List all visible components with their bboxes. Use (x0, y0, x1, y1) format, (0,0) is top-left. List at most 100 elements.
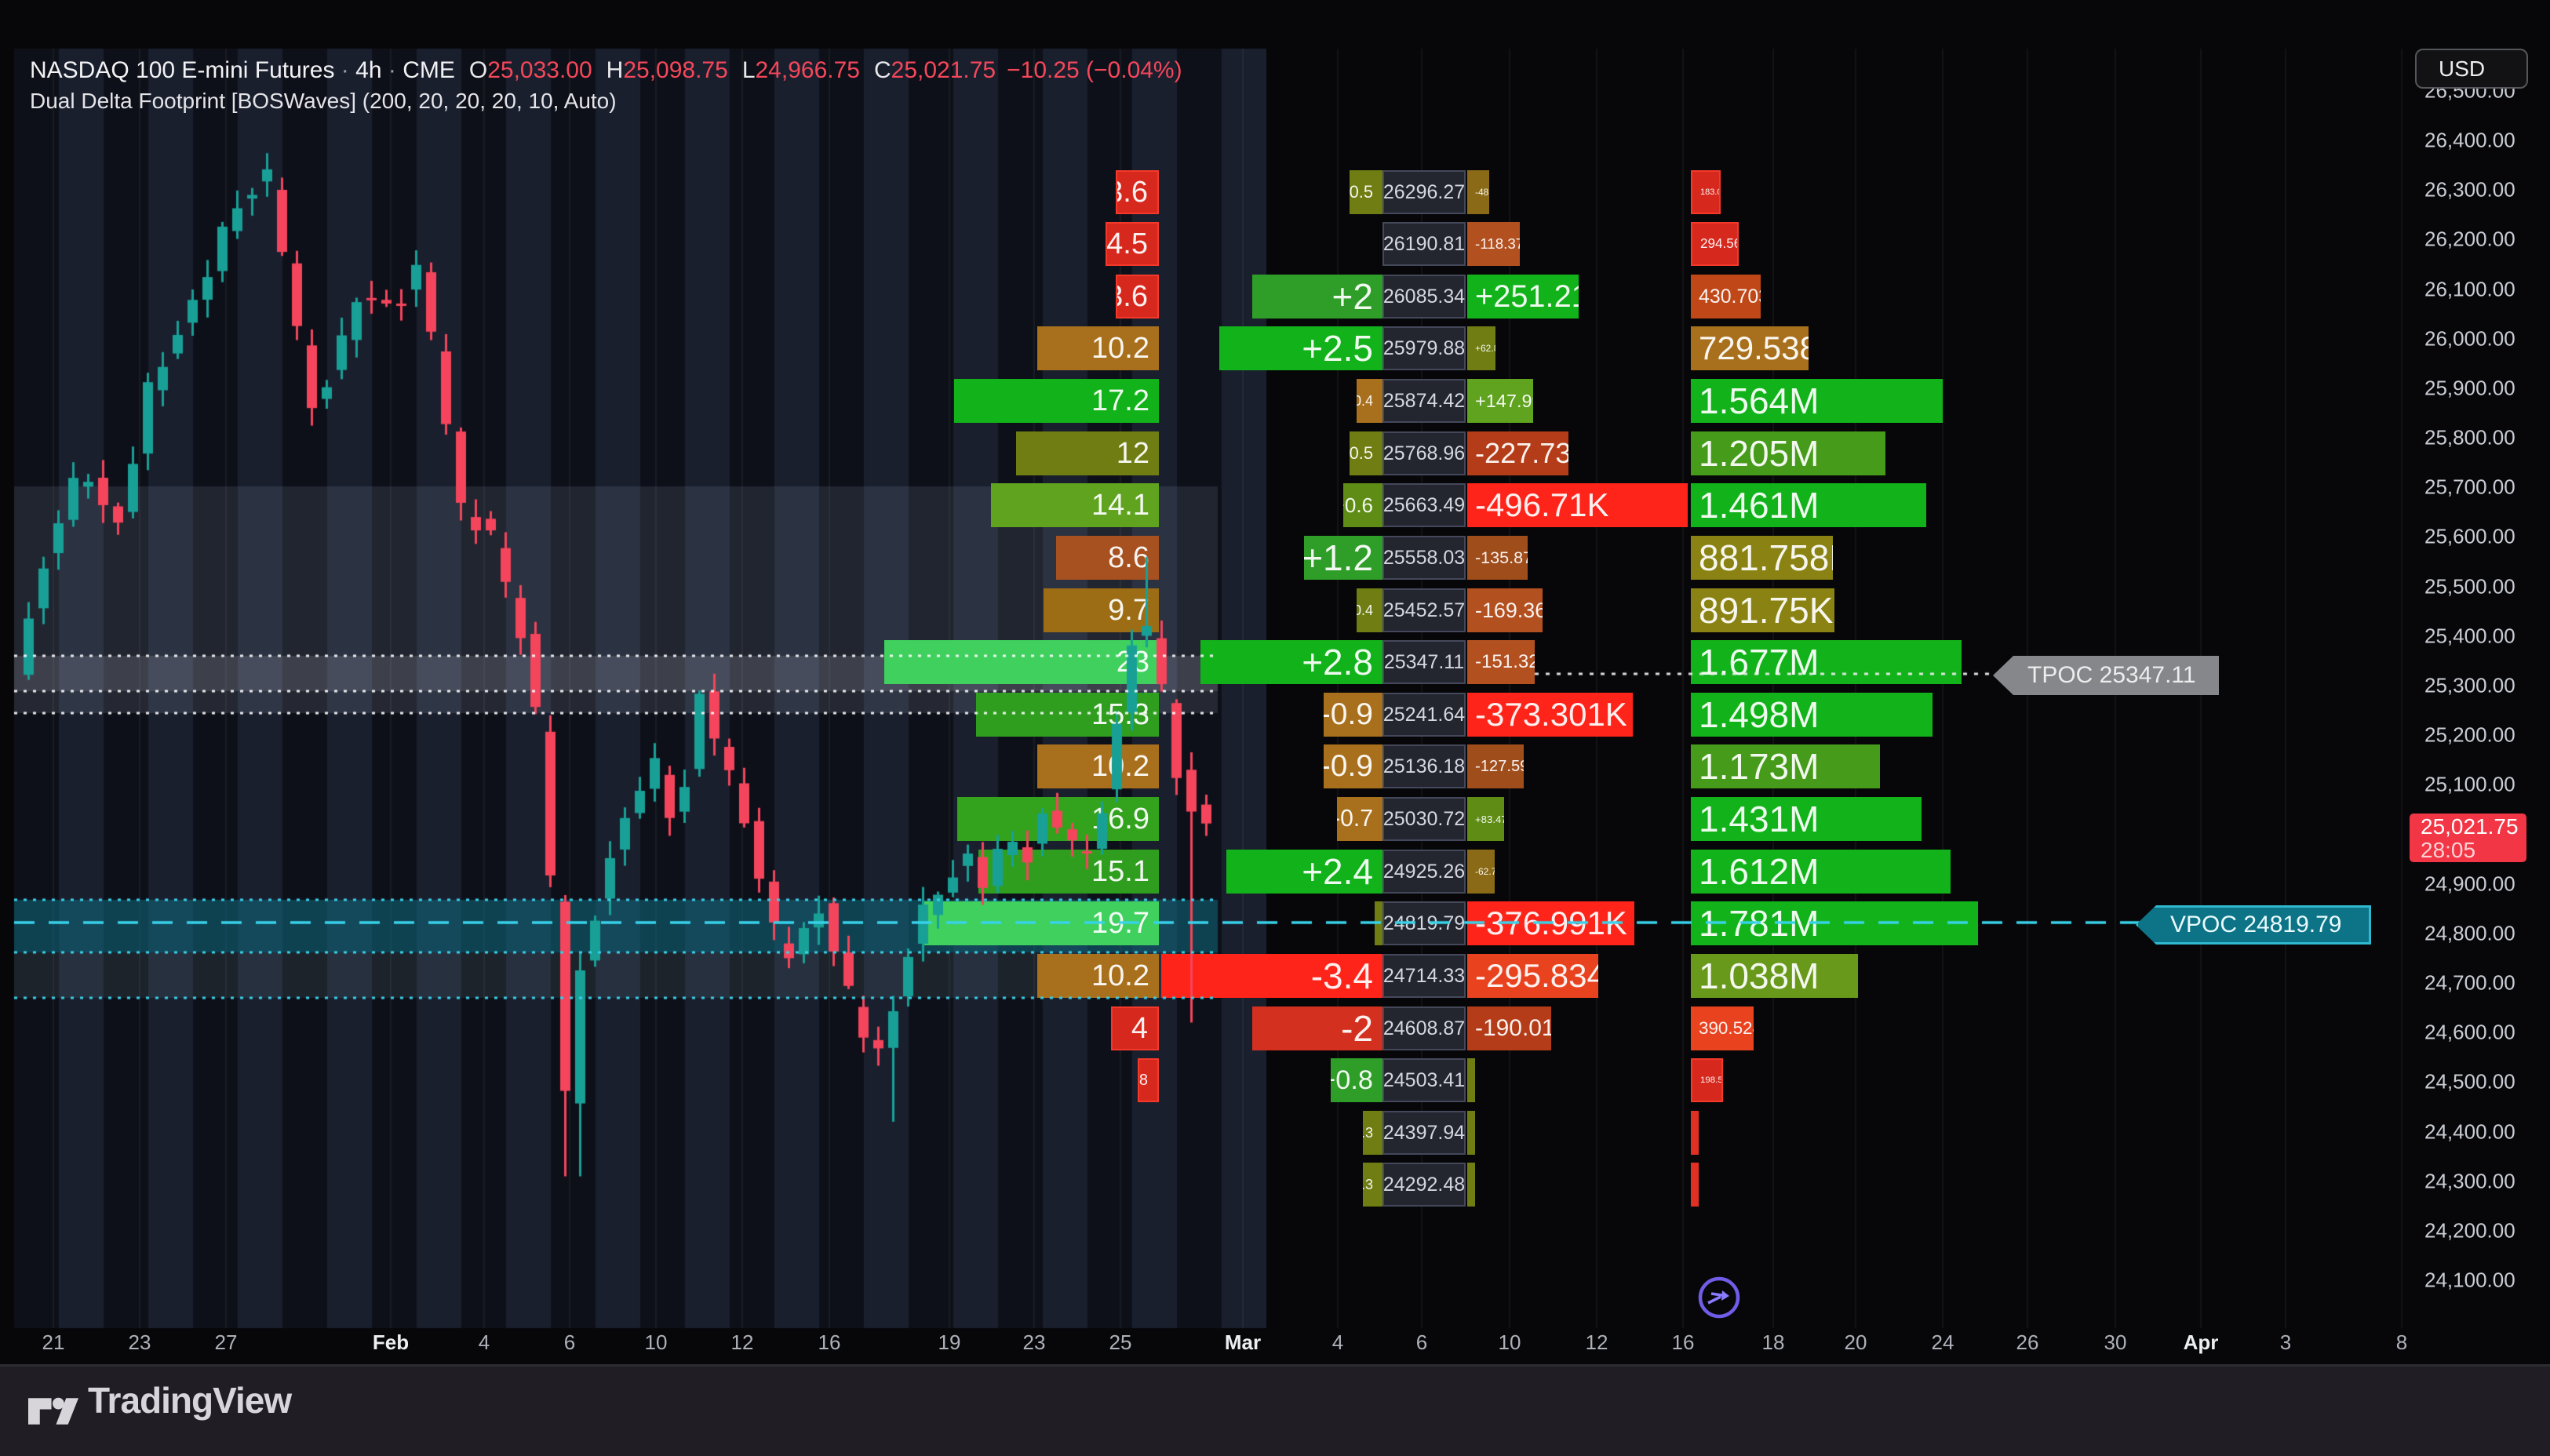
tradingview-logo-text[interactable]: TradingView (88, 1380, 292, 1421)
volume-bar: 1.564M (1691, 379, 1943, 423)
time-tick-label: 6 (563, 1330, 576, 1354)
delta-bar: +0.5 (1350, 170, 1382, 214)
price-level-cell: 25663.49 (1382, 483, 1466, 527)
price-tick-label: 26,300.00 (2424, 177, 2515, 202)
volume-bar: 1.612M (1691, 850, 1951, 894)
volume-bar: 881.758K (1691, 536, 1833, 580)
time-tick-label: 12 (1585, 1330, 1608, 1354)
currency-label: USD (2439, 56, 2486, 81)
time-tick-label: 25 (1109, 1330, 1132, 1354)
price-tick-label: 24,300.00 (2424, 1169, 2515, 1193)
volume-bar: 1.461M (1691, 483, 1926, 527)
time-axis[interactable]: 21 23 27 Feb 4 6 10 12 16 19 23 25 Mar 4 6 10 12 16 18 20 24… (0, 1328, 2550, 1367)
delta-volume-bar: -295.834K (1467, 954, 1598, 998)
delta-volume-bar: -151.329K (1467, 640, 1535, 684)
delta-volume-bar: -48.881K (1467, 170, 1489, 214)
volume-bar: 1.498M (1691, 693, 1933, 737)
interval-label[interactable]: 4h (355, 57, 382, 83)
price-tick-label: 25,200.00 (2424, 723, 2515, 747)
price-tick-label: 25,500.00 (2424, 574, 2515, 599)
delta-bar: +0.8 (1331, 1058, 1382, 1102)
time-tick-label: 23 (128, 1330, 151, 1354)
volume-bar: 1.677M (1691, 640, 1962, 684)
indicator-title[interactable]: Dual Delta Footprint [BOSWaves] (200, 20… (30, 89, 617, 113)
symbol-title[interactable]: NASDAQ 100 E-mini Futures (30, 57, 335, 83)
delta-bar: +2.4 (1226, 850, 1382, 894)
price-level-cell: 24714.33 (1382, 954, 1466, 998)
delta-bar: -0.7 (1337, 797, 1382, 841)
time-tick-label: 12 (730, 1330, 754, 1354)
time-tick-label: 16 (818, 1330, 841, 1354)
delta-bar: -0.9 (1324, 744, 1382, 788)
price-level-cell: 24503.41 (1382, 1058, 1466, 1102)
ohlc-key: C (873, 57, 891, 83)
time-tick-label: 4 (478, 1330, 490, 1354)
price-tick-label: 26,400.00 (2424, 128, 2515, 152)
time-tick-label: 20 (1844, 1330, 1867, 1354)
price-level-cell: 25874.42 (1382, 379, 1466, 423)
delta-volume-bar: -373.301K (1467, 693, 1633, 737)
price-tick-label: 24,200.00 (2424, 1218, 2515, 1243)
time-tick-label: 23 (1022, 1330, 1046, 1354)
time-tick-label: Apr (2183, 1330, 2219, 1354)
price-level-cell: 25030.72 (1382, 797, 1466, 841)
ohlc-key: H (606, 57, 624, 83)
time-tick-label: 10 (1498, 1330, 1521, 1354)
price-tick-label: 24,700.00 (2424, 970, 2515, 995)
delta-volume-bar: +62.882K (1467, 326, 1495, 370)
time-tick-label: 30 (2104, 1330, 2127, 1354)
exchange-label: CME (403, 57, 455, 83)
current-price-value: 25,021.75 (2421, 814, 2519, 839)
volume-bar (1691, 1163, 1699, 1207)
delta-volume-bar (1467, 1111, 1475, 1155)
delta-volume-bar: -376.991K (1467, 901, 1634, 945)
delta-volume-bar: -169.367K (1467, 588, 1543, 632)
price-level-cell: 24819.79 (1382, 901, 1466, 945)
delta-volume-bar: -190.012K (1467, 1006, 1551, 1050)
time-tick-label: Feb (372, 1330, 410, 1354)
delta-volume-bar: -118.372K (1467, 222, 1520, 266)
price-tick-label: 26,000.00 (2424, 326, 2515, 351)
price-level-cell: 26190.81 (1382, 222, 1466, 266)
tradingview-logo-icon[interactable] (28, 1387, 78, 1436)
price-level-cell: 25452.57 (1382, 588, 1466, 632)
tpoc-label[interactable]: TPOC 25347.11 (1993, 656, 2219, 695)
chart-legend[interactable]: NASDAQ 100 E-mini Futures · 4h · CME O25,… (30, 55, 1182, 116)
time-tick-label: 27 (214, 1330, 238, 1354)
time-tick-label: 6 (1415, 1330, 1428, 1354)
time-tick-label: 19 (938, 1330, 961, 1354)
ohlc-key: L (741, 57, 756, 83)
delta-bar: +2 (1252, 275, 1382, 318)
volume-bar: 1.038M (1691, 954, 1858, 998)
price-tick-label: 25,300.00 (2424, 673, 2515, 697)
change-value: −10.25 (−0.04%) (1007, 57, 1182, 83)
price-level-cell: 25979.88 (1382, 326, 1466, 370)
price-tick-label: 25,700.00 (2424, 475, 2515, 499)
price-level-cell: 25241.64 (1382, 693, 1466, 737)
delta-volume-bar: -62.774K (1467, 850, 1495, 894)
price-tick-label: 25,800.00 (2424, 425, 2515, 450)
time-tick-label: 16 (1671, 1330, 1695, 1354)
vpoc-label[interactable]: VPOC 24819.79 (2136, 905, 2371, 945)
vpoc-text: VPOC 24819.79 (2170, 912, 2342, 937)
price-tick-label: 24,600.00 (2424, 1020, 2515, 1044)
delta-volume-bar: -227.739K (1467, 431, 1568, 475)
footer-bar: TradingView (0, 1367, 2550, 1456)
delta-bar: +0.3 (1363, 1111, 1382, 1155)
price-tick-label: 24,900.00 (2424, 872, 2515, 896)
price-tick-label: 24,100.00 (2424, 1268, 2515, 1292)
delta-bar: +0.3 (1363, 1163, 1382, 1207)
volume-bar: 183.083K (1691, 170, 1721, 214)
price-axis[interactable]: 26,500.00 26,400.00 26,300.00 26,200.00 26,1… (2405, 49, 2550, 1369)
volume-bar: 1.205M (1691, 431, 1885, 475)
price-level-cell: 25768.96 (1382, 431, 1466, 475)
price-level-cell: 25558.03 (1382, 536, 1466, 580)
ohlc-value: 25,098.75 (623, 57, 728, 83)
price-tick-label: 25,400.00 (2424, 624, 2515, 648)
price-tick-label: 24,800.00 (2424, 921, 2515, 945)
delta-volume-bar (1467, 1058, 1475, 1102)
go-to-realtime-button[interactable] (1697, 1276, 1741, 1320)
currency-button[interactable]: USD (2415, 49, 2528, 89)
volume-bar (1691, 1111, 1699, 1155)
delta-volume-bar: +83.477K (1467, 797, 1504, 841)
